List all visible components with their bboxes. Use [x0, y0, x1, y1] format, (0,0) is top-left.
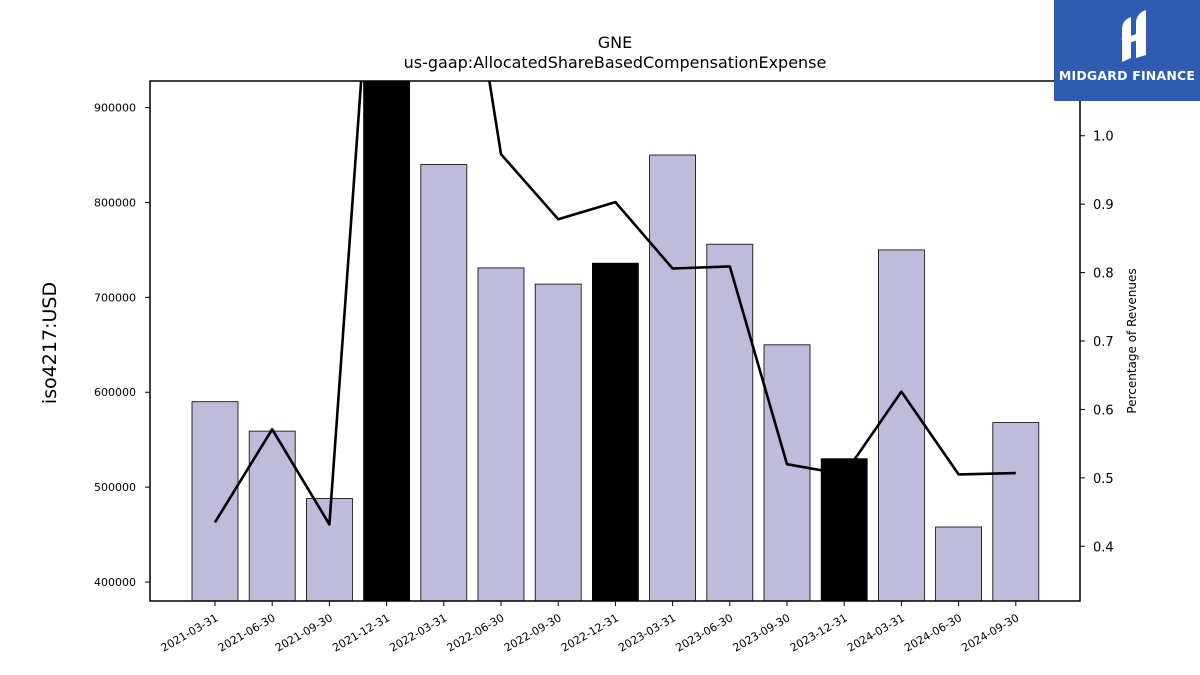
bar	[477, 267, 525, 601]
x-tick-label: 2023-03-31	[616, 611, 678, 654]
x-tick-label: 2022-06-30	[445, 611, 507, 654]
x-tick-label: 2023-09-30	[731, 611, 793, 654]
x-tick-label: 2022-12-31	[559, 611, 621, 654]
x-tick-label: 2024-06-30	[902, 611, 964, 654]
y-tick-label: 600000	[94, 386, 136, 399]
bar	[420, 164, 468, 601]
percentage-line	[213, 81, 1016, 526]
bar	[820, 458, 868, 601]
y-tick-label: 500000	[94, 481, 136, 494]
midgard-finance-logo: MIDGARD FINANCE	[1054, 0, 1200, 101]
bar	[592, 262, 639, 601]
bar	[992, 422, 1040, 601]
x-tick-label: 2023-12-31	[788, 611, 850, 654]
bar	[935, 526, 982, 601]
bar	[191, 401, 239, 601]
bar-series	[191, 81, 1040, 601]
y-tick-label: 900000	[94, 102, 136, 115]
x-tick-label: 2021-09-30	[273, 611, 335, 654]
y2-tick-label: 0.9	[1093, 198, 1114, 213]
logo-mark-icon	[1121, 10, 1146, 62]
x-tick-label: 2022-03-31	[387, 611, 449, 654]
logo-text: MIDGARD FINANCE	[1058, 68, 1196, 83]
bar	[878, 249, 925, 601]
bar	[248, 430, 296, 601]
x-tick-label: 2022-09-30	[502, 611, 564, 654]
y2-tick-label: 0.7	[1093, 335, 1114, 350]
bar	[363, 81, 411, 601]
x-tick-label: 2021-06-30	[216, 611, 278, 654]
y-tick-label: 700000	[94, 291, 136, 304]
line-series	[213, 81, 1016, 526]
y2-tick-label: 0.6	[1093, 403, 1114, 418]
bar	[706, 243, 754, 601]
y2-axis-label: Percentage of Revenues	[1125, 268, 1139, 413]
x-tick-label: 2021-03-31	[159, 611, 221, 654]
bar	[649, 154, 696, 601]
y2-tick-label: 0.4	[1093, 540, 1114, 555]
y-tick-label: 800000	[94, 196, 136, 209]
x-tick-label: 2024-09-30	[959, 611, 1021, 654]
y2-tick-label: 1.0	[1093, 130, 1114, 145]
bar	[534, 283, 582, 601]
x-tick-label: 2024-03-31	[845, 611, 907, 654]
x-tick-label: 2021-12-31	[330, 611, 392, 654]
x-tick-label: 2023-06-30	[673, 611, 735, 654]
y-tick-label: 400000	[94, 576, 136, 589]
y-axis-label: iso4217:USD	[39, 282, 61, 404]
chart-title: GNE	[598, 33, 632, 52]
chart-subtitle: us-gaap:AllocatedShareBasedCompensationE…	[404, 53, 827, 72]
y2-tick-label: 0.5	[1093, 472, 1114, 487]
bar	[763, 344, 811, 601]
y2-tick-label: 0.8	[1093, 267, 1114, 282]
